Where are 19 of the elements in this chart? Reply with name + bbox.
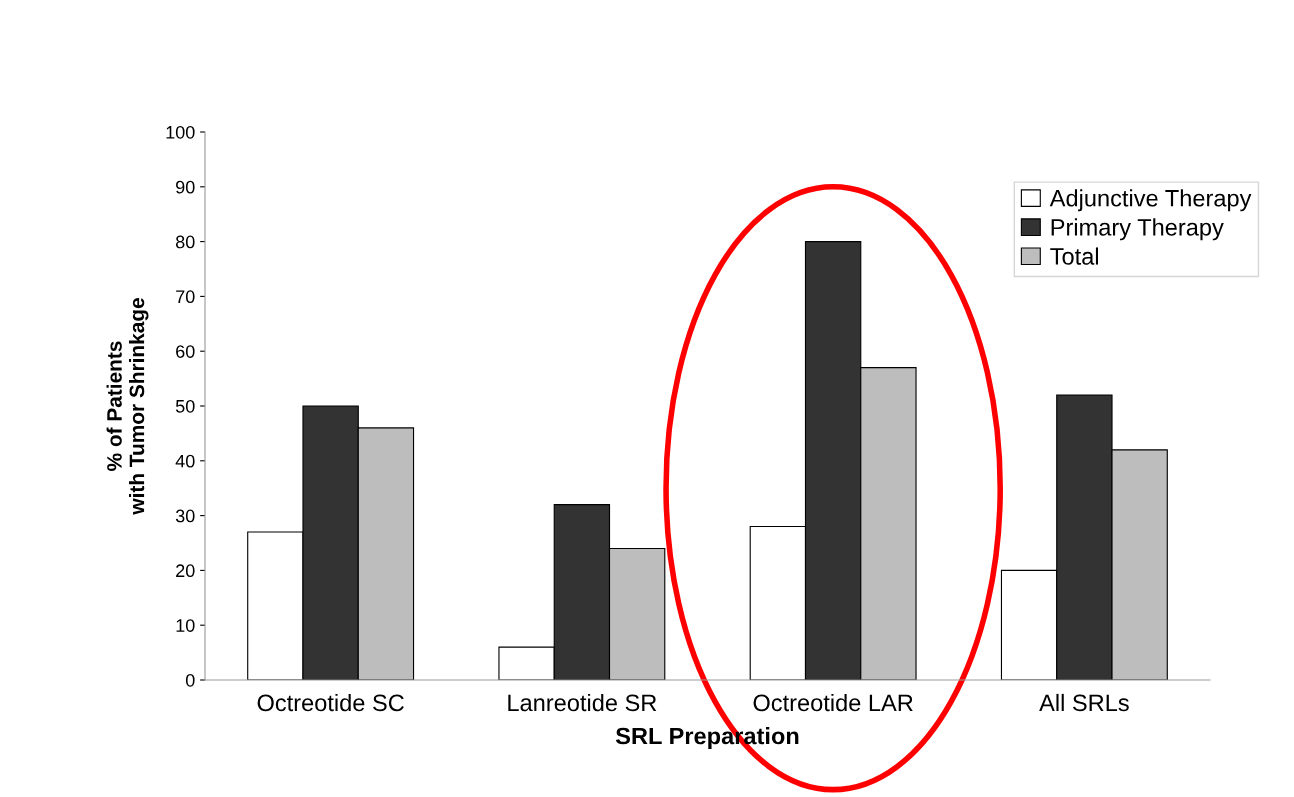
x-tick-label: Octreotide SC [257, 693, 404, 712]
x-tick-label: Lanreotide SR [508, 693, 657, 712]
y-tick-label: 10 [176, 619, 195, 632]
legend-label: Total [1050, 247, 1099, 265]
y-tick-label: 30 [175, 509, 195, 523]
legend-label: Primary Therapy [1051, 218, 1224, 241]
x-tick-label: Octreotide LAR [753, 693, 913, 712]
y-axis-title: % of Patients with Tumor Shrinkage [106, 298, 149, 515]
y-tick-label: 40 [175, 454, 195, 468]
y-tick-label: 60 [176, 345, 195, 358]
y-tick-label: 80 [175, 235, 195, 249]
x-tick-label: All SRLs [1039, 693, 1129, 712]
y-tick-label: 50 [175, 399, 195, 413]
y-tick-label: 70 [176, 290, 195, 304]
y-tick-label: 0 [185, 673, 195, 687]
y-tick-label: 100 [166, 125, 195, 139]
y-tick-label: 20 [176, 564, 195, 578]
y-tick-label: 90 [176, 180, 195, 194]
legend-label: Adjunctive Therapy [1049, 189, 1252, 212]
